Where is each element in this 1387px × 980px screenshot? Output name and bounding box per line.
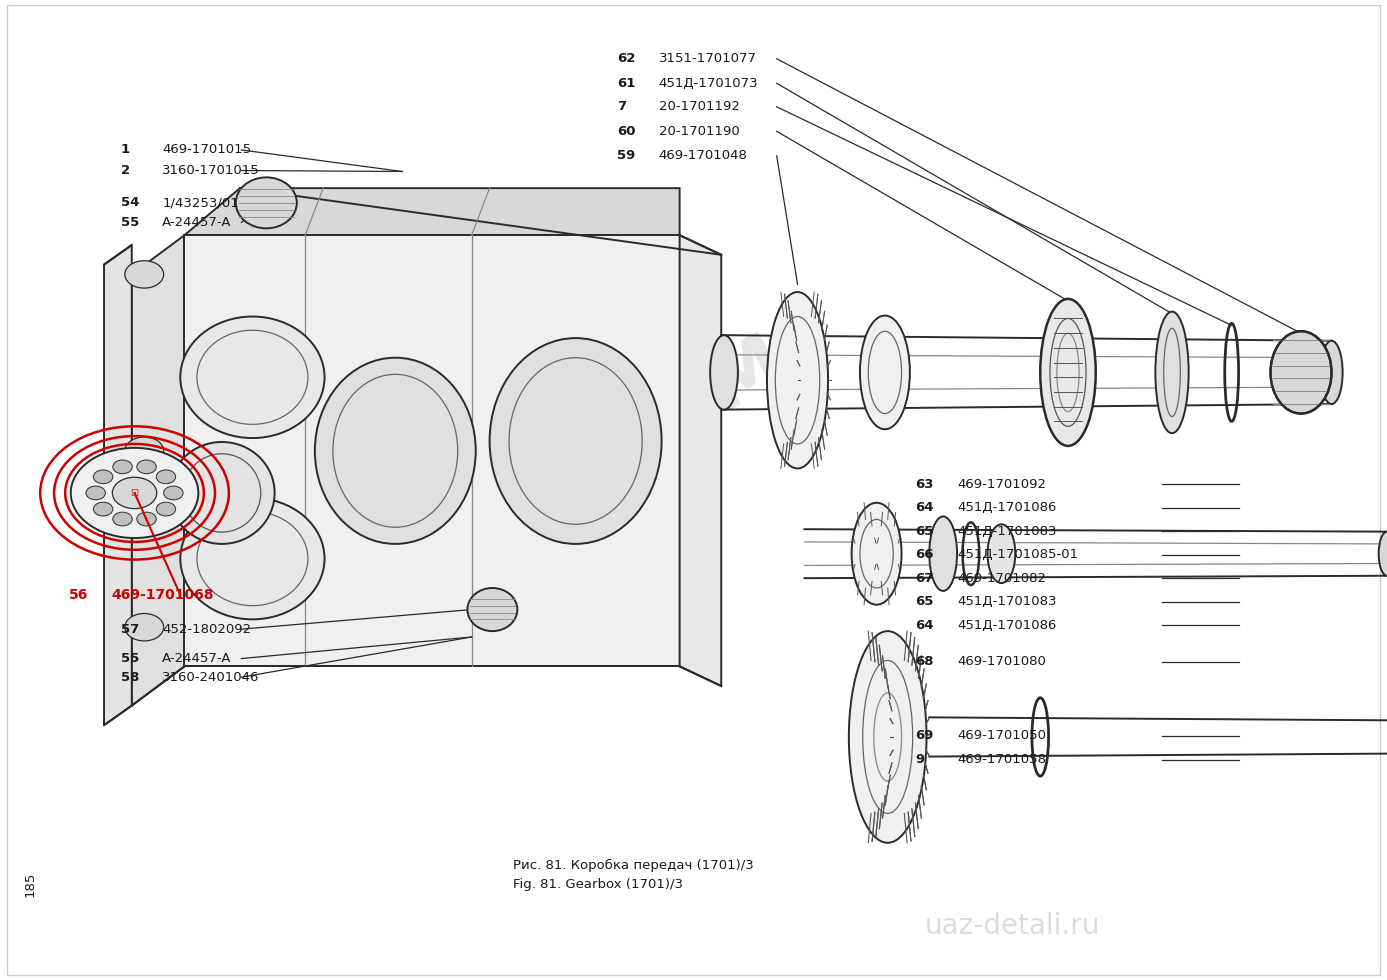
Text: 185: 185 bbox=[24, 871, 37, 897]
Text: 20-1701190: 20-1701190 bbox=[659, 124, 739, 138]
Ellipse shape bbox=[180, 317, 325, 438]
Text: 451Д-1701085-01: 451Д-1701085-01 bbox=[957, 548, 1078, 562]
Ellipse shape bbox=[315, 358, 476, 544]
Text: 469-1701080: 469-1701080 bbox=[957, 655, 1046, 668]
Circle shape bbox=[125, 437, 164, 465]
Circle shape bbox=[86, 486, 105, 500]
Circle shape bbox=[125, 613, 164, 641]
Text: 57: 57 bbox=[121, 622, 139, 636]
Text: 469-1701058: 469-1701058 bbox=[957, 753, 1046, 766]
Text: 67: 67 bbox=[915, 571, 933, 585]
Ellipse shape bbox=[1320, 341, 1343, 404]
Circle shape bbox=[137, 460, 157, 473]
Polygon shape bbox=[680, 235, 721, 686]
Ellipse shape bbox=[988, 524, 1015, 583]
Circle shape bbox=[112, 460, 132, 473]
Text: 452-1802092: 452-1802092 bbox=[162, 622, 251, 636]
Ellipse shape bbox=[1155, 312, 1189, 433]
Ellipse shape bbox=[1270, 331, 1332, 414]
Text: 469-1701092: 469-1701092 bbox=[957, 477, 1046, 491]
Text: 469-1701050: 469-1701050 bbox=[957, 729, 1046, 743]
Ellipse shape bbox=[852, 503, 902, 605]
Text: 2: 2 bbox=[121, 164, 130, 177]
Ellipse shape bbox=[1040, 299, 1096, 446]
Text: A-24457-A: A-24457-A bbox=[162, 652, 232, 665]
Text: 58: 58 bbox=[121, 670, 139, 684]
Ellipse shape bbox=[929, 516, 957, 591]
Circle shape bbox=[112, 513, 132, 526]
Text: 61: 61 bbox=[617, 76, 635, 90]
Text: 62: 62 bbox=[617, 52, 635, 66]
Polygon shape bbox=[184, 235, 680, 666]
Ellipse shape bbox=[1379, 531, 1387, 576]
Circle shape bbox=[157, 502, 176, 515]
Text: Рис. 81. Коробка передач (1701)/3: Рис. 81. Коробка передач (1701)/3 bbox=[513, 858, 755, 872]
Circle shape bbox=[93, 470, 112, 484]
Circle shape bbox=[93, 502, 112, 515]
Text: Fig. 81. Gearbox (1701)/3: Fig. 81. Gearbox (1701)/3 bbox=[513, 878, 684, 892]
Text: 3151-1701077: 3151-1701077 bbox=[659, 52, 757, 66]
Ellipse shape bbox=[710, 335, 738, 410]
Text: 65: 65 bbox=[915, 595, 933, 609]
Text: ⊡: ⊡ bbox=[130, 488, 139, 498]
Circle shape bbox=[112, 477, 157, 509]
Text: 20-1701192: 20-1701192 bbox=[659, 100, 739, 114]
Text: 469-1701048: 469-1701048 bbox=[659, 149, 748, 163]
Text: 54: 54 bbox=[121, 196, 139, 210]
Text: A-24457-A: A-24457-A bbox=[162, 216, 232, 229]
Ellipse shape bbox=[180, 498, 325, 619]
Ellipse shape bbox=[849, 631, 927, 843]
Text: 7: 7 bbox=[617, 100, 627, 114]
Text: 55: 55 bbox=[121, 652, 139, 665]
Circle shape bbox=[137, 513, 157, 526]
Circle shape bbox=[164, 486, 183, 500]
Circle shape bbox=[125, 261, 164, 288]
Text: 1/43253/01: 1/43253/01 bbox=[162, 196, 239, 210]
Ellipse shape bbox=[467, 588, 517, 631]
Polygon shape bbox=[104, 245, 132, 725]
Polygon shape bbox=[132, 235, 184, 706]
Text: 59: 59 bbox=[617, 149, 635, 163]
Text: 1: 1 bbox=[121, 143, 130, 157]
Polygon shape bbox=[184, 188, 680, 235]
Text: 451Д-1701083: 451Д-1701083 bbox=[957, 595, 1057, 609]
Ellipse shape bbox=[169, 442, 275, 544]
Text: 9: 9 bbox=[915, 753, 925, 766]
Text: 3160-1701015: 3160-1701015 bbox=[162, 164, 259, 177]
Text: 469-1701068: 469-1701068 bbox=[111, 588, 214, 602]
Text: 451Д-1701086: 451Д-1701086 bbox=[957, 618, 1057, 632]
Circle shape bbox=[71, 448, 198, 538]
Text: uaz-detali.ru: uaz-detali.ru bbox=[925, 912, 1100, 940]
Text: 56: 56 bbox=[69, 588, 89, 602]
Text: 469-1701015: 469-1701015 bbox=[162, 143, 251, 157]
Text: 64: 64 bbox=[915, 618, 933, 632]
Text: 469-1701082: 469-1701082 bbox=[957, 571, 1046, 585]
Ellipse shape bbox=[860, 316, 910, 429]
Text: 68: 68 bbox=[915, 655, 933, 668]
Ellipse shape bbox=[767, 292, 828, 468]
Circle shape bbox=[157, 470, 176, 484]
Text: SPEZINFORM: SPEZINFORM bbox=[257, 322, 798, 658]
Text: 65: 65 bbox=[915, 524, 933, 538]
Text: 55: 55 bbox=[121, 216, 139, 229]
Text: 3160-2401046: 3160-2401046 bbox=[162, 670, 259, 684]
Text: 451Д-1701086: 451Д-1701086 bbox=[957, 501, 1057, 514]
Text: 60: 60 bbox=[617, 124, 635, 138]
Ellipse shape bbox=[490, 338, 662, 544]
Text: 451Д-1701083: 451Д-1701083 bbox=[957, 524, 1057, 538]
Ellipse shape bbox=[236, 177, 297, 228]
Text: 66: 66 bbox=[915, 548, 933, 562]
Text: 63: 63 bbox=[915, 477, 933, 491]
Text: 69: 69 bbox=[915, 729, 933, 743]
Text: 451Д-1701073: 451Д-1701073 bbox=[659, 76, 759, 90]
Text: 64: 64 bbox=[915, 501, 933, 514]
